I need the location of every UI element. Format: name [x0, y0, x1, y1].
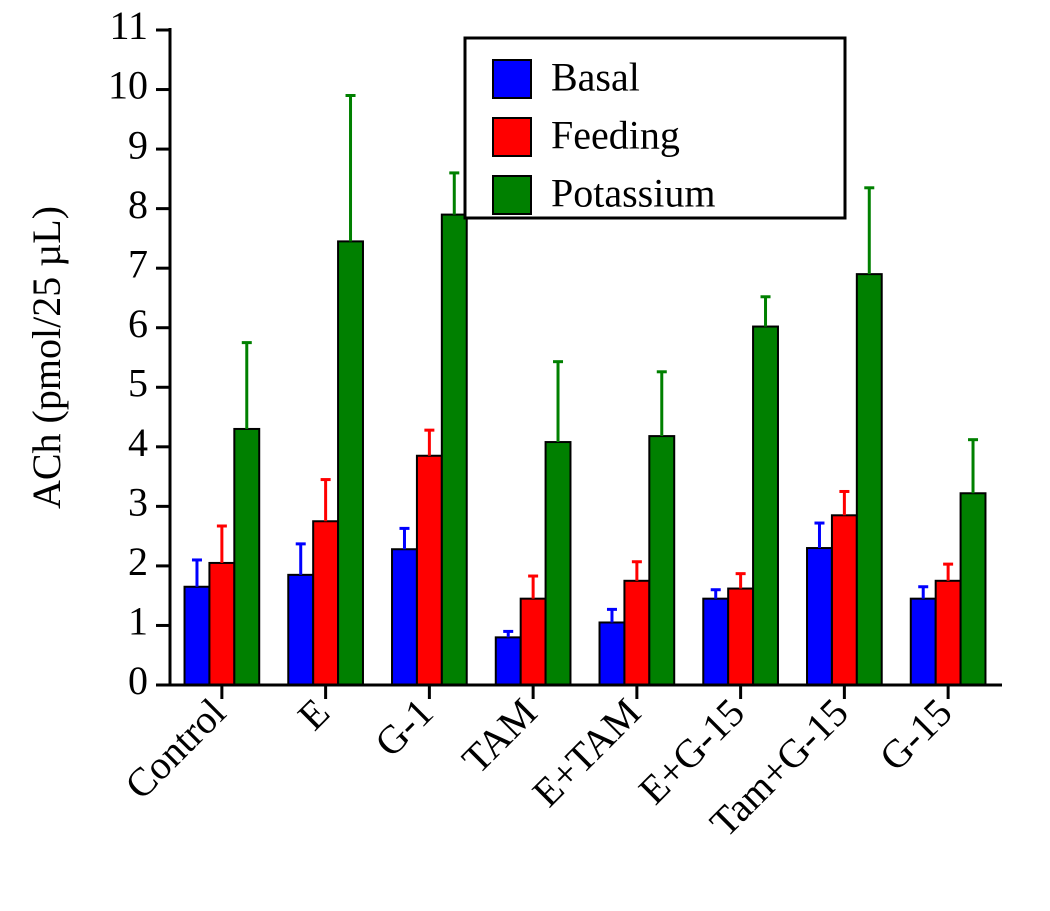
ytick-label: 3 [128, 480, 148, 525]
ytick-label: 5 [128, 360, 148, 405]
bar [521, 599, 546, 685]
bar-chart: 01234567891011ACh (pmol/25 µL)ControlEG-… [0, 0, 1050, 911]
bar [209, 563, 234, 685]
y-axis-title: ACh (pmol/25 µL) [24, 206, 69, 509]
ytick-label: 7 [128, 241, 148, 286]
legend-swatch [493, 118, 531, 156]
bar [185, 587, 210, 685]
bar [624, 581, 649, 685]
ytick-label: 0 [128, 658, 148, 703]
ytick-label: 11 [109, 3, 148, 48]
bar [807, 548, 832, 685]
bar [600, 622, 625, 685]
bar [442, 215, 467, 685]
bar [496, 637, 521, 685]
ytick-label: 9 [128, 122, 148, 167]
bar [338, 241, 363, 685]
legend-swatch [493, 60, 531, 98]
legend-swatch [493, 176, 531, 214]
ytick-label: 2 [128, 539, 148, 584]
legend-label: Potassium [551, 170, 715, 215]
legend-label: Basal [551, 54, 640, 99]
bar [313, 521, 338, 685]
bar [961, 493, 986, 685]
ytick-label: 10 [108, 63, 148, 108]
bar [288, 575, 313, 685]
ytick-label: 4 [128, 420, 148, 465]
bar [911, 599, 936, 685]
ytick-label: 6 [128, 301, 148, 346]
bar [936, 581, 961, 685]
chart-container: 01234567891011ACh (pmol/25 µL)ControlEG-… [0, 0, 1050, 911]
bar [392, 549, 417, 685]
bar [649, 436, 674, 685]
bar [417, 456, 442, 685]
ytick-label: 1 [128, 599, 148, 644]
bar [703, 599, 728, 685]
bar [832, 515, 857, 685]
bar [234, 429, 259, 685]
bar [753, 327, 778, 685]
legend-label: Feeding [551, 112, 680, 157]
ytick-label: 8 [128, 182, 148, 227]
bar [728, 589, 753, 685]
bar [857, 274, 882, 685]
bar [546, 442, 571, 685]
